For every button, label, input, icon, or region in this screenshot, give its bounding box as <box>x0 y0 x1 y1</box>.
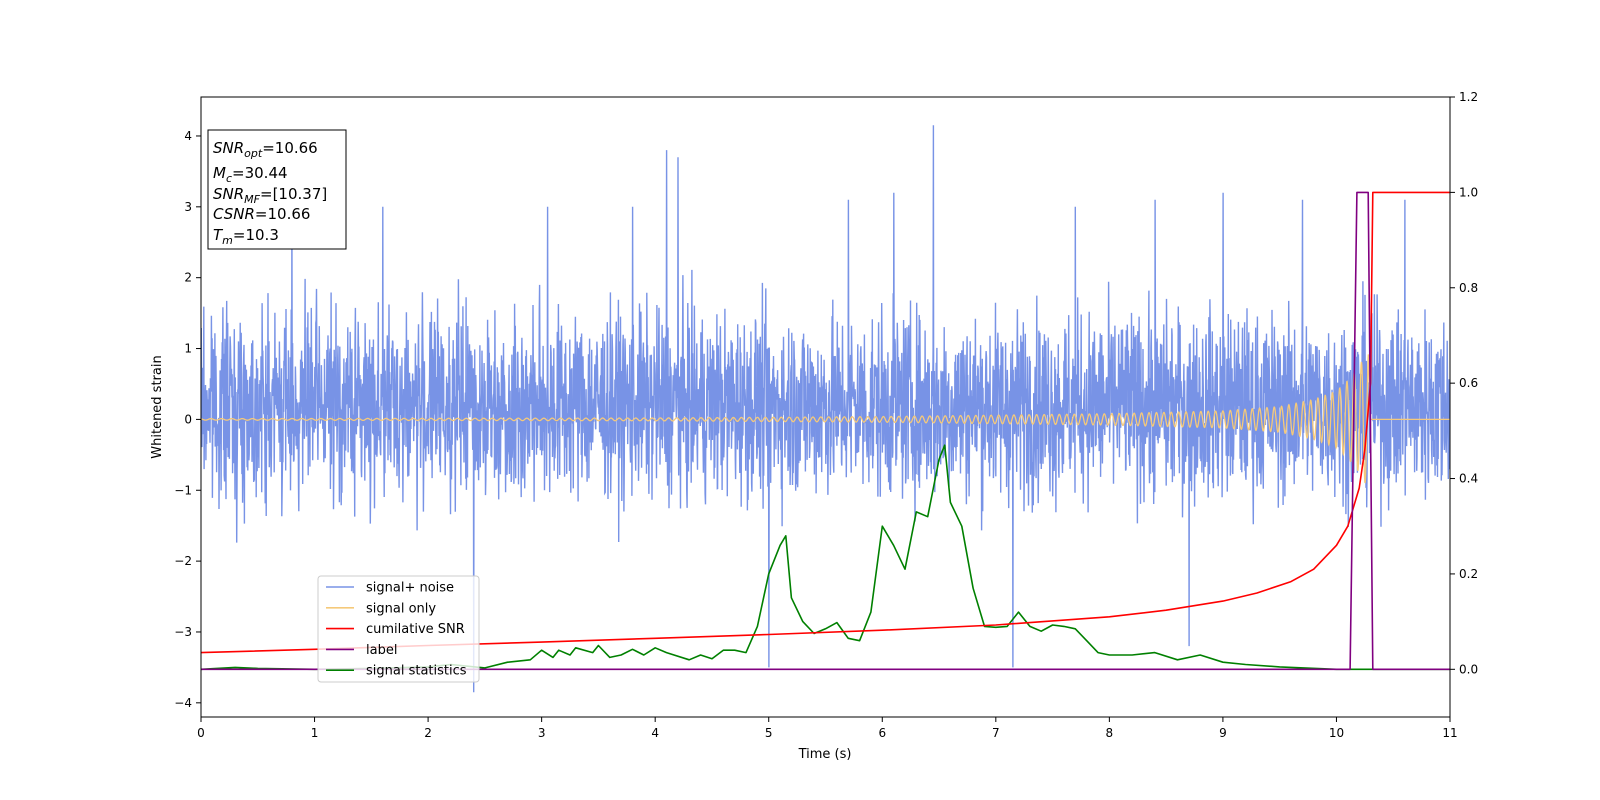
info-box-line: SNRMF=[10.37] <box>213 185 327 206</box>
info-box-frame <box>207 129 347 250</box>
y-tick-label: 1 <box>184 342 192 356</box>
plot-area <box>201 125 1450 693</box>
legend-frame <box>317 575 480 683</box>
legend-label: signal statistics <box>366 664 467 679</box>
series-cumilative-snr-line <box>201 191 1450 654</box>
y-tick-label: −2 <box>174 554 192 568</box>
axes-frame <box>200 96 1451 718</box>
y2-tick-label: 1.2 <box>1459 90 1478 104</box>
y2-tick-label: 0.6 <box>1459 376 1478 390</box>
series-signal-only-line <box>201 354 1450 484</box>
legend-label: cumilative SNR <box>366 622 465 637</box>
x-tick-label: 11 <box>1442 726 1457 740</box>
y-tick-label: −1 <box>174 483 192 497</box>
x-tick-label: 1 <box>311 726 319 740</box>
legend-label: signal+ noise <box>366 581 454 596</box>
x-tick-label: 3 <box>538 726 546 740</box>
y2-tick-label: 0.2 <box>1459 567 1478 581</box>
series-label-line <box>201 191 1450 671</box>
legend: signal+ noise signal only cumilative SNR la… <box>317 575 480 683</box>
info-box-line: CSNR=10.66 <box>213 205 310 223</box>
x-tick-label: 0 <box>197 726 205 740</box>
series-signal-statistics-line <box>201 444 1450 671</box>
y-tick-label: 2 <box>184 271 192 285</box>
y2-tick-label: 0.8 <box>1459 281 1478 295</box>
x-tick-label: 6 <box>878 726 886 740</box>
x-axis-label: Time (s) <box>798 747 852 762</box>
x-axis: 0 1 2 3 4 5 6 7 8 9 10 11 <box>197 717 1458 740</box>
info-box: SNRopt=10.66 Mc=30.44SNRMF=[10.37]CSNR=10… <box>207 129 347 250</box>
x-tick-label: 5 <box>765 726 773 740</box>
x-tick-label: 4 <box>651 726 659 740</box>
y2-tick-label: 0.0 <box>1459 662 1478 676</box>
info-box-line: Tm=10.3 <box>213 226 279 247</box>
y-tick-label: −4 <box>174 696 192 710</box>
y-tick-label: 0 <box>184 412 192 426</box>
y2-tick-label: 1.0 <box>1459 185 1478 199</box>
y-axis-label: Whitened strain <box>150 355 165 458</box>
y-axis-right: 0.0 0.2 0.4 0.6 0.8 1.0 1.2 <box>1450 90 1478 676</box>
legend-label: signal only <box>366 601 436 616</box>
y2-tick-label: 0.4 <box>1459 472 1478 486</box>
legend-label: label <box>366 643 397 658</box>
y-tick-label: 4 <box>184 129 192 143</box>
y-axis-left: −4 −3 −2 −1 0 1 2 3 4 <box>174 129 201 710</box>
x-tick-label: 8 <box>1106 726 1114 740</box>
series-signal-noise-line <box>201 125 1450 693</box>
y-tick-label: −3 <box>174 625 192 639</box>
x-tick-label: 2 <box>424 726 432 740</box>
x-tick-label: 10 <box>1329 726 1344 740</box>
x-tick-label: 7 <box>992 726 1000 740</box>
x-tick-label: 9 <box>1219 726 1227 740</box>
info-box-line: SNRopt=10.66 <box>213 139 318 160</box>
y-tick-label: 3 <box>184 200 192 214</box>
info-box-line: Mc=30.44 <box>213 164 288 185</box>
